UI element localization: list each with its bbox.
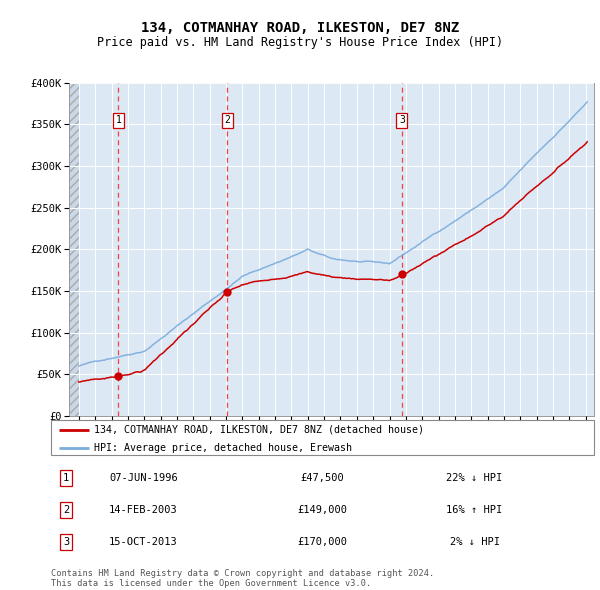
Text: 134, COTMANHAY ROAD, ILKESTON, DE7 8NZ: 134, COTMANHAY ROAD, ILKESTON, DE7 8NZ (141, 21, 459, 35)
Text: 2: 2 (224, 115, 230, 125)
Text: 22% ↓ HPI: 22% ↓ HPI (446, 473, 503, 483)
Text: 16% ↑ HPI: 16% ↑ HPI (446, 505, 503, 515)
Text: 3: 3 (399, 115, 405, 125)
Text: £47,500: £47,500 (301, 473, 344, 483)
Text: Price paid vs. HM Land Registry's House Price Index (HPI): Price paid vs. HM Land Registry's House … (97, 36, 503, 49)
Text: Contains HM Land Registry data © Crown copyright and database right 2024.
This d: Contains HM Land Registry data © Crown c… (51, 569, 434, 588)
Text: 2% ↓ HPI: 2% ↓ HPI (449, 537, 500, 547)
FancyBboxPatch shape (51, 420, 594, 455)
Text: 07-JUN-1996: 07-JUN-1996 (109, 473, 178, 483)
Text: 3: 3 (63, 537, 70, 547)
Text: 1: 1 (63, 473, 70, 483)
Bar (69, 83, 80, 416)
Text: £170,000: £170,000 (298, 537, 347, 547)
Text: 1: 1 (115, 115, 121, 125)
Text: 134, COTMANHAY ROAD, ILKESTON, DE7 8NZ (detached house): 134, COTMANHAY ROAD, ILKESTON, DE7 8NZ (… (94, 425, 424, 435)
Text: 2: 2 (63, 505, 70, 515)
Text: 14-FEB-2003: 14-FEB-2003 (109, 505, 178, 515)
Text: 15-OCT-2013: 15-OCT-2013 (109, 537, 178, 547)
Text: £149,000: £149,000 (298, 505, 347, 515)
Text: HPI: Average price, detached house, Erewash: HPI: Average price, detached house, Erew… (94, 442, 352, 453)
